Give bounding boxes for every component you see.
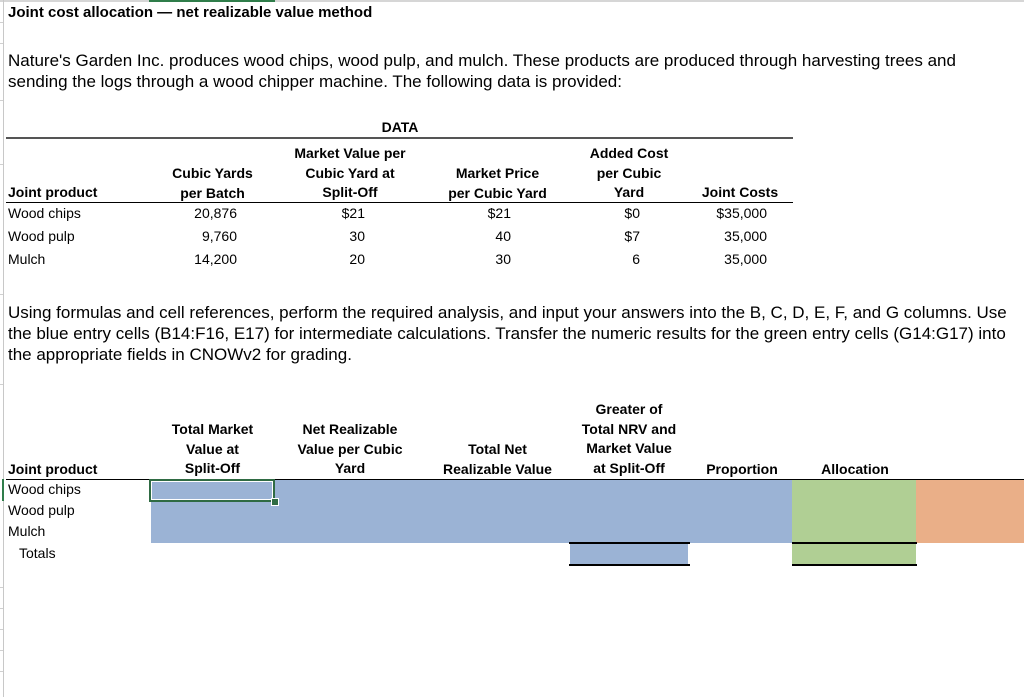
sheet-title: Joint cost allocation — net realizable v… bbox=[8, 4, 373, 21]
row-tick bbox=[0, 650, 3, 651]
header-proportion: Proportion bbox=[706, 461, 778, 477]
blue-entry-range-b14-f16[interactable] bbox=[151, 480, 792, 543]
header-greater-of: Greater of Total NRV and Market Value at… bbox=[581, 401, 677, 476]
row-14-highlight bbox=[2, 479, 4, 501]
added-cost-cell[interactable]: $7 bbox=[624, 228, 640, 244]
intro-text: Nature's Garden Inc. produces wood chips… bbox=[8, 51, 956, 91]
added-cost-cell[interactable]: $0 bbox=[624, 205, 640, 221]
totals-bottom-border-g17 bbox=[792, 564, 917, 566]
fill-handle[interactable] bbox=[271, 498, 279, 506]
market-value-cell[interactable]: 20 bbox=[349, 251, 365, 267]
added-cost-cell[interactable]: 6 bbox=[632, 251, 640, 267]
row-tick bbox=[0, 384, 3, 385]
analysis-row-wood-chips[interactable]: Wood chips bbox=[8, 481, 81, 497]
sheet-left-border bbox=[3, 0, 4, 697]
joint-costs-cell[interactable]: 35,000 bbox=[724, 228, 767, 244]
totals-top-border-g17 bbox=[792, 542, 917, 544]
row-tick bbox=[0, 671, 3, 672]
product-cell[interactable]: Mulch bbox=[8, 251, 46, 267]
data-section-label: DATA bbox=[381, 119, 419, 135]
row-tick bbox=[0, 100, 3, 101]
row-tick bbox=[0, 629, 3, 630]
totals-top-border-e17 bbox=[569, 542, 690, 544]
analysis-header-rule bbox=[6, 479, 1024, 480]
market-price-cell[interactable]: 30 bbox=[495, 251, 511, 267]
green-entry-range-g14-g16[interactable] bbox=[792, 480, 916, 543]
selected-cell-b14[interactable] bbox=[149, 479, 275, 502]
header-cubic-yards: Cubic Yards per Batch bbox=[172, 165, 253, 201]
header-market-value-splitoff: Market Value per Cubic Yard at Split-Off bbox=[294, 145, 406, 200]
header-joint-costs: Joint Costs bbox=[701, 184, 779, 200]
joint-costs-cell[interactable]: $35,000 bbox=[716, 205, 767, 221]
market-price-cell[interactable]: $21 bbox=[487, 205, 511, 221]
header-total-market-value: Total Market Value at Split-Off bbox=[171, 421, 254, 476]
analysis-row-wood-pulp[interactable]: Wood pulp bbox=[8, 502, 75, 518]
row-tick bbox=[0, 43, 3, 44]
cubic-yards-cell[interactable]: 14,200 bbox=[194, 251, 237, 267]
market-value-cell[interactable]: 30 bbox=[349, 228, 365, 244]
market-price-cell[interactable]: 40 bbox=[495, 228, 511, 244]
header-joint-product: Joint product bbox=[8, 184, 98, 200]
column-b-highlight bbox=[149, 0, 275, 2]
row-tick bbox=[0, 164, 3, 165]
orange-range-h14-h16 bbox=[916, 480, 1024, 543]
row-tick bbox=[0, 587, 3, 588]
market-value-cell[interactable]: $21 bbox=[341, 205, 365, 221]
instructions-text: Using formulas and cell references, perf… bbox=[8, 303, 1007, 364]
row-tick bbox=[0, 22, 3, 23]
analysis-header-joint-product: Joint product bbox=[8, 461, 98, 477]
green-entry-cell-g17[interactable] bbox=[792, 544, 916, 564]
header-allocation: Allocation bbox=[821, 461, 889, 477]
analysis-row-mulch[interactable]: Mulch bbox=[8, 523, 46, 539]
sheet-top-border bbox=[0, 0, 1024, 2]
header-market-price: Market Price per Cubic Yard bbox=[448, 165, 547, 201]
blue-entry-cell-e17[interactable] bbox=[570, 544, 688, 564]
product-cell[interactable]: Wood pulp bbox=[8, 228, 75, 244]
totals-bottom-border-e17 bbox=[569, 564, 690, 566]
header-added-cost: Added Cost per Cubic Yard bbox=[589, 145, 669, 200]
product-cell[interactable]: Wood chips bbox=[8, 205, 81, 221]
row-tick bbox=[0, 608, 3, 609]
cubic-yards-cell[interactable]: 9,760 bbox=[201, 228, 237, 244]
cubic-yards-cell[interactable]: 20,876 bbox=[194, 205, 237, 221]
totals-label: Totals bbox=[19, 545, 56, 561]
data-top-rule bbox=[6, 137, 793, 139]
row-tick bbox=[0, 294, 3, 295]
data-header-rule bbox=[6, 202, 793, 203]
joint-costs-cell[interactable]: 35,000 bbox=[724, 251, 767, 267]
header-total-nrv: Total Net Realizable Value bbox=[443, 441, 552, 477]
header-nrv-per-cubic-yard: Net Realizable Value per Cubic Yard bbox=[297, 421, 403, 476]
